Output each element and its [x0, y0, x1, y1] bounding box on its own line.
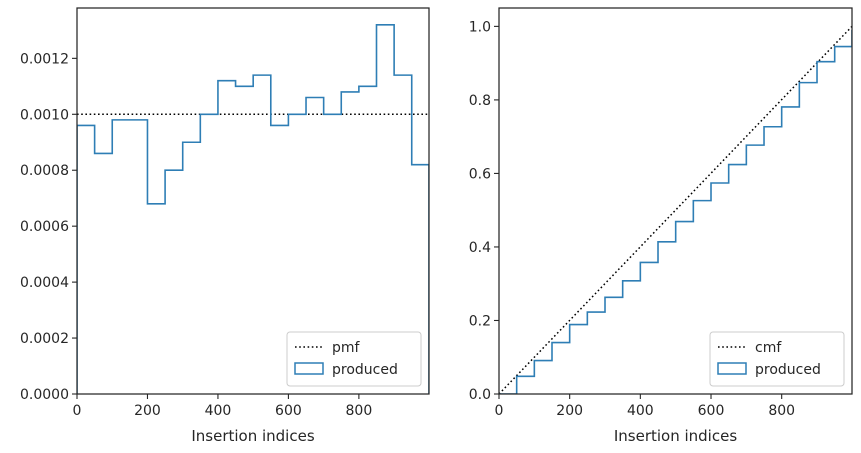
x-tick-label: 200 — [134, 403, 161, 419]
x-tick-label: 600 — [698, 403, 725, 419]
y-tick-label: 0.4 — [469, 240, 491, 256]
legend-label-produced: produced — [755, 362, 821, 378]
axes-frame — [498, 7, 853, 395]
x-tick-label: 600 — [275, 403, 302, 419]
y-tick-label: 0.6 — [469, 166, 491, 182]
legend-swatch-produced — [717, 362, 747, 375]
y-tick-label: 0.0008 — [20, 163, 69, 179]
y-tick-label: 0.0000 — [20, 387, 69, 403]
y-tick-label: 0.0004 — [20, 275, 69, 291]
x-tick-label: 400 — [205, 403, 232, 419]
y-tick-label: 0.0002 — [20, 331, 69, 347]
legend-label-pmf: pmf — [332, 340, 361, 356]
y-tick-label: 1.0 — [469, 19, 491, 35]
y-tick-label: 0.0006 — [20, 219, 69, 235]
x-tick-label: 800 — [768, 403, 795, 419]
y-tick-label: 0.2 — [469, 313, 491, 329]
y-tick-label: 0.8 — [469, 93, 491, 109]
y-tick-label: 0.0 — [469, 387, 491, 403]
y-tick-label: 0.0012 — [20, 51, 69, 67]
axes-frame — [76, 7, 430, 395]
series-cmf-line — [499, 25, 852, 394]
legend-box — [709, 331, 845, 387]
x-axis-label: Insertion indices — [614, 427, 737, 445]
legend-label-produced: produced — [332, 362, 398, 378]
legend: cmf produced — [709, 331, 845, 387]
x-tick-label: 0 — [73, 403, 82, 419]
legend-swatch-produced — [294, 362, 324, 375]
legend: pmf produced — [286, 331, 422, 387]
legend-label-cmf: cmf — [755, 340, 782, 356]
legend-box — [286, 331, 422, 387]
series-produced-line — [499, 30, 852, 394]
x-axis-label: Insertion indices — [191, 427, 314, 445]
x-tick-label: 0 — [495, 403, 504, 419]
x-tick-label: 800 — [346, 403, 373, 419]
x-tick-label: 200 — [556, 403, 583, 419]
cmf-cumulative-panel: 0 200 400 600 800 0.0 0.2 0.4 0.6 0.8 1.0 Insertion… — [469, 7, 853, 445]
series-produced-line — [77, 23, 429, 394]
plot-area — [77, 23, 429, 394]
y-tick-label: 0.0010 — [20, 107, 69, 123]
x-tick-label: 400 — [627, 403, 654, 419]
pmf-histogram-panel: 0 200 400 600 800 0.0000 0.0002 0.0004 0.0006 0.0… — [20, 7, 430, 445]
plot-area — [499, 25, 852, 394]
